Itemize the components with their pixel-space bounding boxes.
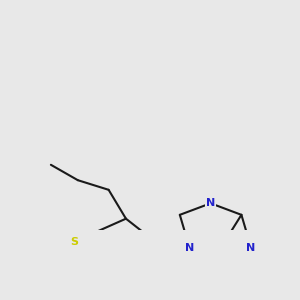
Text: N: N: [185, 242, 194, 253]
Text: S: S: [70, 237, 78, 247]
Text: N: N: [206, 198, 215, 208]
Text: N: N: [246, 242, 256, 253]
